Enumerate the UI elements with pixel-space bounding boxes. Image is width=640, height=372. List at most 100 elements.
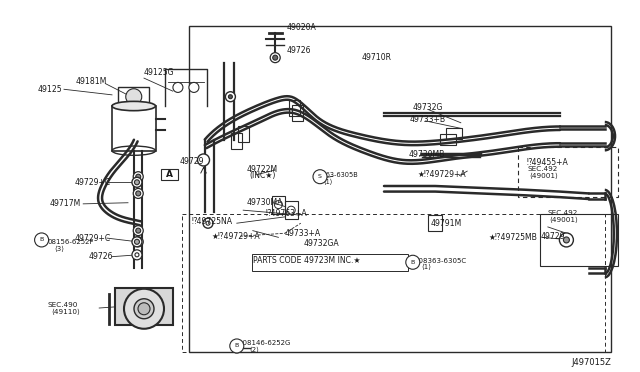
Circle shape <box>232 343 242 353</box>
Text: ⟨49110⟩: ⟨49110⟩ <box>51 309 80 315</box>
Text: ⟨1⟩: ⟨1⟩ <box>421 264 431 270</box>
Text: ⟨2⟩: ⟨2⟩ <box>250 347 259 353</box>
Text: 49730MA: 49730MA <box>246 198 283 207</box>
Circle shape <box>136 239 141 244</box>
Circle shape <box>230 339 244 353</box>
Bar <box>292 105 303 122</box>
Text: ⟨3⟩: ⟨3⟩ <box>54 246 65 251</box>
Bar <box>189 26 611 352</box>
Text: 08363-6305B: 08363-6305B <box>314 172 358 178</box>
Circle shape <box>124 289 164 329</box>
Text: 49730MB: 49730MB <box>408 150 445 159</box>
Text: SEC.492: SEC.492 <box>528 166 558 172</box>
Bar <box>112 106 156 151</box>
Text: 49791M: 49791M <box>430 219 461 228</box>
Text: 49726: 49726 <box>286 46 310 55</box>
Text: ⟨49001⟩: ⟨49001⟩ <box>529 173 558 179</box>
Circle shape <box>313 170 327 184</box>
Text: 49125: 49125 <box>37 85 61 94</box>
Circle shape <box>133 226 143 235</box>
Circle shape <box>270 53 280 62</box>
Circle shape <box>228 95 232 99</box>
Bar <box>118 87 149 106</box>
Circle shape <box>134 299 154 319</box>
Circle shape <box>132 177 142 187</box>
Circle shape <box>406 255 420 269</box>
Text: B: B <box>40 237 44 243</box>
Text: ⁉49455+A: ⁉49455+A <box>527 158 568 167</box>
Bar <box>272 196 285 214</box>
Bar <box>252 254 408 271</box>
Circle shape <box>273 55 278 60</box>
Bar <box>518 147 618 197</box>
Circle shape <box>133 237 143 247</box>
Text: 49733+B: 49733+B <box>410 115 445 124</box>
Circle shape <box>125 89 142 105</box>
Text: ⟨1⟩: ⟨1⟩ <box>323 179 333 185</box>
Text: 49717M: 49717M <box>49 199 81 208</box>
Text: J497015Z: J497015Z <box>572 358 611 367</box>
Text: SEC.492: SEC.492 <box>548 210 578 216</box>
Bar <box>440 134 456 145</box>
Text: 08156-6252F: 08156-6252F <box>48 239 95 245</box>
Text: 49710R: 49710R <box>362 53 392 62</box>
Text: 49181M: 49181M <box>76 77 107 86</box>
Text: 49729: 49729 <box>541 232 565 241</box>
Circle shape <box>134 239 140 244</box>
Circle shape <box>563 237 570 243</box>
Bar <box>182 214 605 352</box>
Text: B: B <box>411 260 415 265</box>
Text: 49729: 49729 <box>179 157 204 166</box>
Text: ⁉49725NA: ⁉49725NA <box>192 217 233 226</box>
Circle shape <box>234 345 239 350</box>
Text: 49732G: 49732G <box>413 103 443 112</box>
Bar <box>115 288 173 326</box>
Circle shape <box>132 237 142 247</box>
Circle shape <box>173 83 183 92</box>
Text: 49722M: 49722M <box>246 165 278 174</box>
Circle shape <box>138 303 150 315</box>
Circle shape <box>198 154 209 166</box>
Text: ⟨49001⟩: ⟨49001⟩ <box>549 217 578 222</box>
Text: 49020A: 49020A <box>286 23 316 32</box>
Bar <box>231 133 243 150</box>
Ellipse shape <box>112 101 156 110</box>
Bar <box>285 201 298 219</box>
Circle shape <box>203 218 213 228</box>
Text: (INC★): (INC★) <box>250 171 276 180</box>
Circle shape <box>133 189 143 198</box>
Bar <box>428 215 442 231</box>
Text: ⁉49763+A: ⁉49763+A <box>266 209 307 218</box>
Bar <box>237 126 249 142</box>
Circle shape <box>132 250 142 260</box>
Text: ★⁉49725MB: ★⁉49725MB <box>488 233 537 242</box>
Text: PARTS CODE 49723M INC.★: PARTS CODE 49723M INC.★ <box>253 256 361 265</box>
Text: 49726: 49726 <box>88 252 113 261</box>
Bar <box>161 169 178 180</box>
Text: ★⁉49729+A: ★⁉49729+A <box>417 170 466 179</box>
Text: 49729+C: 49729+C <box>75 178 111 187</box>
Circle shape <box>225 92 236 102</box>
Text: ¸08146-6252G: ¸08146-6252G <box>239 340 291 346</box>
Text: S: S <box>318 174 322 179</box>
Circle shape <box>136 174 141 179</box>
Circle shape <box>35 233 49 247</box>
Bar <box>289 100 300 116</box>
Text: ★⁉49729+A: ★⁉49729+A <box>211 232 260 241</box>
Text: 49733+A: 49733+A <box>285 229 321 238</box>
Circle shape <box>136 228 141 233</box>
Circle shape <box>136 191 141 196</box>
Text: 49732GA: 49732GA <box>304 239 340 248</box>
Text: SEC.490: SEC.490 <box>48 302 78 308</box>
Circle shape <box>134 180 140 185</box>
Text: B: B <box>235 343 239 349</box>
Text: 49125G: 49125G <box>144 68 175 77</box>
Text: A: A <box>166 170 173 179</box>
Circle shape <box>189 83 199 92</box>
Text: ¸08363-6305C: ¸08363-6305C <box>415 257 466 264</box>
Text: 49729+C: 49729+C <box>75 234 111 243</box>
Bar <box>540 214 618 266</box>
Circle shape <box>559 233 573 247</box>
Bar <box>447 128 462 140</box>
Circle shape <box>133 172 143 182</box>
